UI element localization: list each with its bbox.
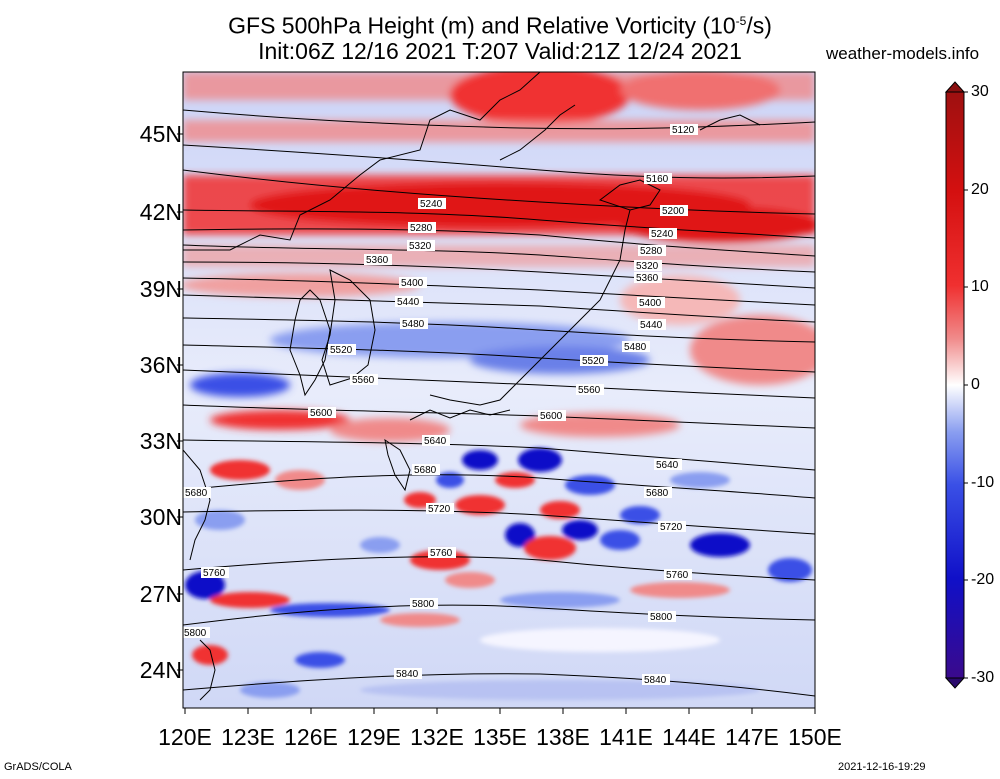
footer-left: GrADS/COLA [4,761,72,773]
clabel-5320-a: 5320 [409,241,432,252]
title-main: GFS 500hPa Height (m) and Relative Vorti… [228,12,736,39]
clabel-5520-a: 5520 [330,345,353,356]
clabel-5640-b: 5640 [656,460,679,471]
site-label: weather-models.info [826,44,980,63]
colorbar-label-30: 30 [971,83,989,100]
clabel-5440-b: 5440 [640,320,663,331]
clabel-5280-b: 5280 [640,246,663,257]
lat-label-27n: 27N [139,581,182,607]
clabel-5120: 5120 [672,125,695,136]
clabel-5320-b: 5320 [636,261,659,272]
lon-label-120e: 120E [158,724,212,750]
chart-title-line1: GFS 500hPa Height (m) and Relative Vorti… [120,8,880,39]
lon-label-141e: 141E [599,724,653,750]
lon-label-144e: 144E [662,724,716,750]
lon-label-135e: 135E [473,724,527,750]
coastlines [183,72,761,701]
colorbar-label-m30: -30 [971,669,995,686]
clabel-5680-b: 5680 [185,488,208,499]
plot-frame [182,71,816,709]
clabel-5560-a: 5560 [352,375,375,386]
colorbar-label-0: 0 [971,376,980,393]
clabel-5720-b: 5720 [660,522,683,533]
axis-ticks [177,133,816,714]
title-tail: /s) [746,12,772,39]
colorbar-label-m10: -10 [971,474,995,491]
lon-label-132e: 132E [410,724,464,750]
lat-label-45n: 45N [139,121,182,147]
clabel-5360-a: 5360 [366,255,389,266]
clabel-5800-c: 5800 [650,612,673,623]
lon-label-129e: 129E [347,724,401,750]
clabel-5760-c: 5760 [666,570,689,581]
lon-label-150e: 150E [788,724,842,750]
lat-label-39n: 39N [139,276,182,302]
lat-label-33n: 33N [139,428,182,454]
footer-timestamp: 2021-12-16-19:29 [838,761,926,773]
clabel-5440-a: 5440 [397,297,420,308]
vorticity-field [183,72,815,708]
lon-label-147e: 147E [725,724,779,750]
clabel-5760-b: 5760 [430,548,453,559]
clabel-5360-b: 5360 [636,273,659,284]
lat-label-42n: 42N [139,199,182,225]
colorbar-label-20: 20 [971,181,989,198]
clabel-5400-b: 5400 [639,298,662,309]
lon-label-123e: 123E [221,724,275,750]
colorbar-label-m20: -20 [971,571,995,588]
contour-labels: 5120 5160 5200 5240 5240 5280 5280 5320 … [182,124,698,686]
clabel-5760-a: 5760 [203,568,226,579]
clabel-5800-a: 5800 [412,599,435,610]
lat-label-36n: 36N [139,352,182,378]
clabel-5480-b: 5480 [624,342,647,353]
clabel-5400-a: 5400 [401,278,424,289]
clabel-5680-c: 5680 [646,488,669,499]
clabel-5600-b: 5600 [540,411,563,422]
clabel-5680-a: 5680 [414,465,437,476]
clabel-5840-b: 5840 [644,675,667,686]
clabel-5240-a: 5240 [420,199,443,210]
colorbar-label-10: 10 [971,278,989,295]
colorbar [944,81,968,689]
clabel-5720-a: 5720 [428,504,451,515]
clabel-5160: 5160 [646,174,669,185]
clabel-5600-a: 5600 [310,408,333,419]
clabel-5200: 5200 [662,206,685,217]
title-exponent: -5 [735,14,747,28]
clabel-5240-b: 5240 [651,229,674,240]
chart-title-line2: Init:06Z 12/16 2021 T:207 Valid:21Z 12/2… [258,38,742,64]
lon-label-138e: 138E [536,724,590,750]
lat-label-30n: 30N [139,504,182,530]
clabel-5480-a: 5480 [402,319,425,330]
clabel-5640-a: 5640 [424,436,447,447]
clabel-5520-b: 5520 [582,356,605,367]
clabel-5840-a: 5840 [396,669,419,680]
clabel-5280-a: 5280 [410,223,433,234]
clabel-5560-b: 5560 [578,385,601,396]
lon-label-126e: 126E [284,724,338,750]
lat-label-24n: 24N [139,657,182,683]
clabel-5800-b: 5800 [184,628,207,639]
